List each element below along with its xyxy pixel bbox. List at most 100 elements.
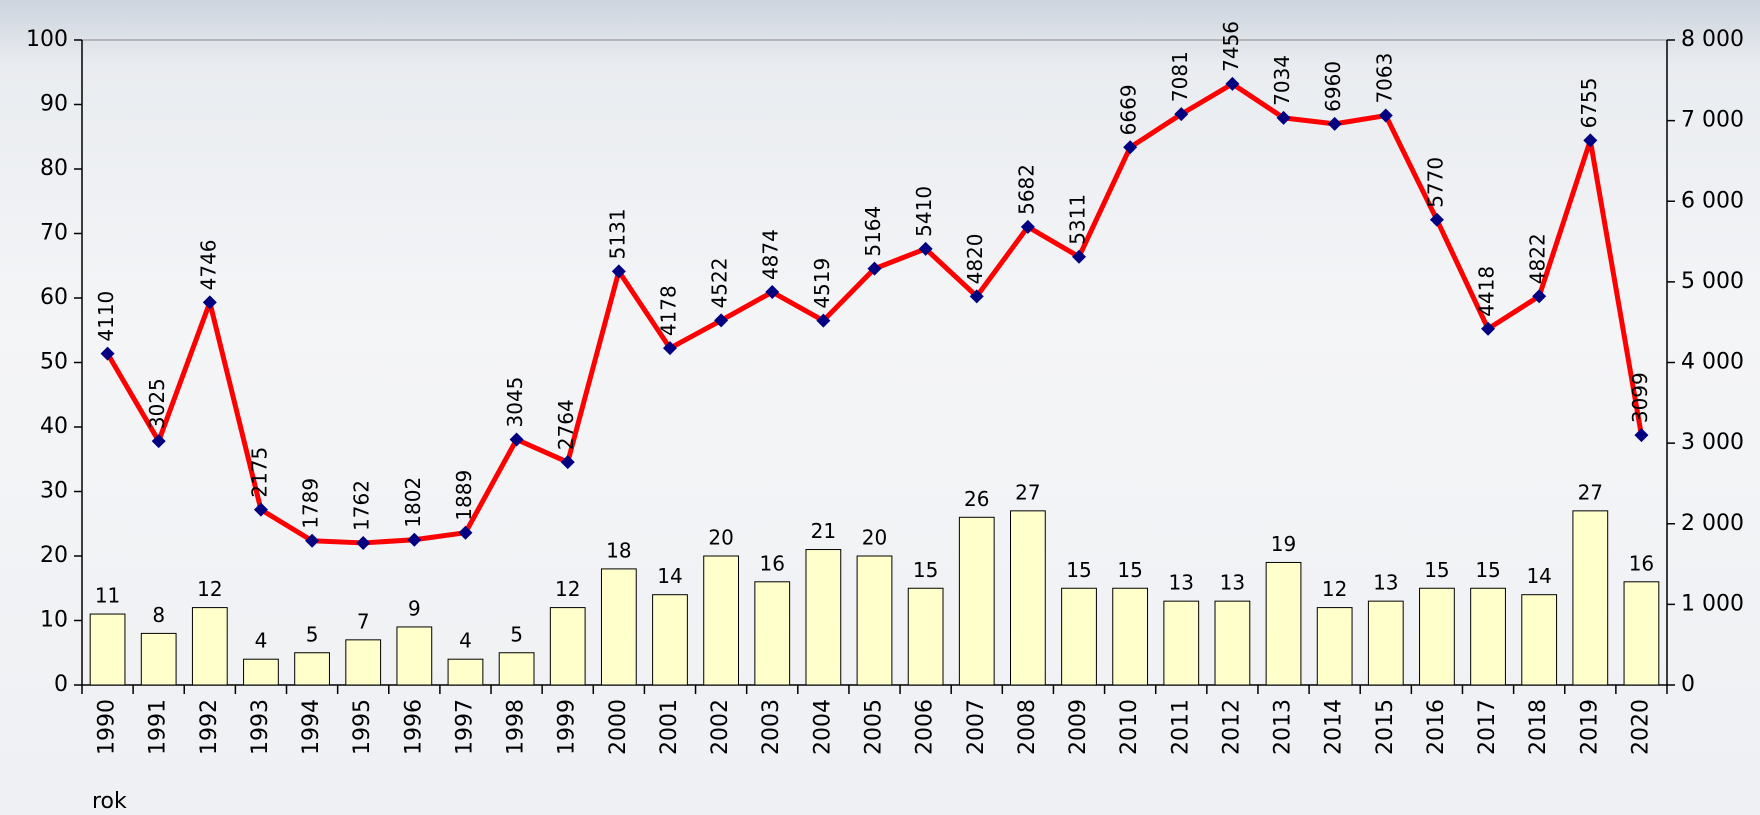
y-tick-label: 30 [40,479,68,504]
line-value-label: 2764 [554,399,578,450]
bar-value-label: 16 [1629,551,1654,575]
bar [1316,607,1353,686]
bar [345,639,382,686]
line-marker [1123,140,1138,155]
line-marker [1174,107,1189,122]
line-marker [662,341,677,356]
x-tick-label: 1993 [248,699,273,755]
bar-value-label: 9 [408,596,421,620]
bar-value-label: 21 [811,519,836,543]
line-value-label: 4822 [1526,233,1550,284]
y2-tick-label: 7 000 [1681,108,1744,133]
bar-value-label: 4 [255,629,268,653]
line-marker [1327,116,1342,131]
line [105,81,1644,546]
line-marker [151,434,166,449]
line-value-label: 3025 [145,378,169,429]
line-value-label: 6960 [1321,61,1345,112]
x-tick-label: 2008 [1015,699,1040,755]
bar [600,568,637,686]
line-value-label: 5410 [912,186,936,237]
bar [191,607,228,686]
bar-value-label: 20 [708,526,733,550]
bar [1214,600,1251,686]
bar-value-label: 11 [95,584,120,608]
line-marker [509,432,524,447]
bar [1367,600,1404,686]
line-value-label: 1789 [299,478,323,529]
bar [243,658,279,686]
line-marker [1481,321,1496,336]
y2-tick-label: 0 [1681,672,1695,697]
bar [1521,594,1558,686]
y-tick-label: 0 [54,672,68,697]
x-tick-label: 2019 [1577,699,1602,755]
y2-tick-label: 4 000 [1681,350,1744,375]
line-value-label: 3045 [503,377,527,428]
x-tick-label: 1999 [555,699,580,755]
y-tick-label: 60 [40,285,68,310]
bar-value-label: 5 [510,622,523,646]
x-tick-label: 2004 [810,699,835,755]
line-marker [1429,212,1444,227]
x-tick-label: 2018 [1526,699,1551,755]
bar [89,613,126,686]
y2-tick-label: 5 000 [1681,269,1744,294]
x-tick-label: 2009 [1066,699,1091,755]
line-value-label: 4820 [963,233,987,284]
line-value-label: 4746 [196,239,220,290]
bar [1623,581,1660,686]
x-tick-label: 2017 [1475,699,1500,755]
x-tick-label: 2005 [862,699,887,755]
line-value-label: 6755 [1577,77,1601,128]
bar [1163,600,1200,686]
bar [294,652,330,686]
bar [1419,587,1455,686]
bar [498,652,535,686]
bar-value-label: 13 [1220,571,1245,595]
line-marker [867,261,882,276]
line-value-label: 3099 [1628,372,1652,423]
line-value-label: 1762 [350,480,374,531]
line-marker [1378,108,1393,123]
bar-value-label: 15 [1066,558,1091,582]
line-marker [1225,76,1240,91]
y-tick-label: 90 [40,92,68,117]
bar-value-label: 12 [555,577,580,601]
x-tick-label: 2013 [1271,699,1296,755]
line-marker [100,346,115,361]
line-value-label: 2175 [247,447,271,498]
bar [140,632,177,686]
line-marker [407,532,422,547]
bar [805,549,842,686]
line-value-label: 4418 [1475,266,1499,317]
bar [1010,510,1046,686]
line-marker [458,525,473,540]
line-value-label: 7034 [1270,55,1294,106]
line-marker [356,535,371,550]
bar [958,516,995,686]
x-tick-label: 2016 [1424,699,1449,755]
line-value-label: 5770 [1423,157,1447,208]
bar [1265,561,1302,686]
line-value-label: 4522 [708,258,732,309]
line-marker [1532,289,1547,304]
x-tick-label: 2020 [1628,699,1653,755]
line-value-label: 4874 [759,229,783,280]
y-tick-label: 10 [40,608,68,633]
x-tick-label: 2014 [1322,699,1347,755]
line-marker [253,502,268,517]
line-value-label: 5164 [861,206,885,257]
bar [1061,587,1097,686]
x-tick-label: 2003 [759,699,784,755]
x-tick-label: 2010 [1117,699,1142,755]
bar-value-label: 16 [760,551,785,575]
x-tick-label: 1992 [197,699,222,755]
line-marker [560,455,575,470]
line-value-label: 7081 [1168,51,1192,102]
line-value-label: 5131 [605,208,629,259]
line-value-label: 7456 [1219,21,1243,72]
bar [907,587,944,686]
